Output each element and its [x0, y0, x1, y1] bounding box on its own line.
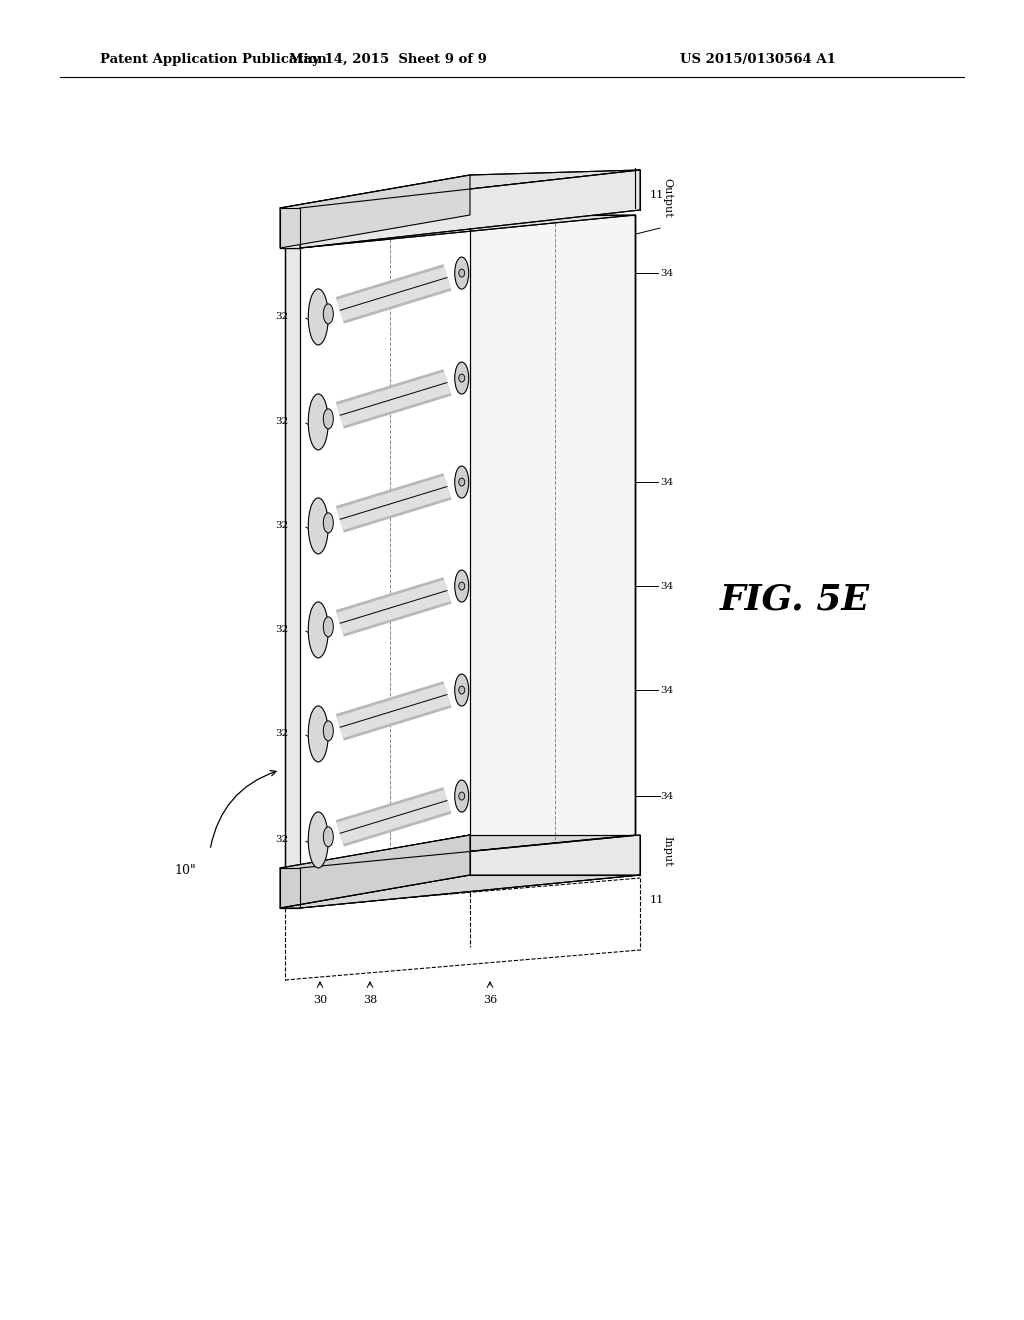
- Ellipse shape: [455, 780, 469, 812]
- Ellipse shape: [308, 498, 329, 554]
- Text: Input: Input: [662, 836, 672, 867]
- Polygon shape: [280, 170, 640, 209]
- Text: FIG. 5E: FIG. 5E: [720, 583, 870, 616]
- Text: 32: 32: [275, 730, 289, 738]
- Polygon shape: [280, 176, 470, 248]
- Text: 36: 36: [483, 995, 497, 1005]
- Polygon shape: [285, 836, 635, 869]
- Ellipse shape: [324, 826, 334, 847]
- Ellipse shape: [308, 289, 329, 345]
- Polygon shape: [280, 836, 470, 908]
- Ellipse shape: [455, 675, 469, 706]
- Text: 30: 30: [313, 995, 327, 1005]
- Text: May 14, 2015  Sheet 9 of 9: May 14, 2015 Sheet 9 of 9: [289, 54, 487, 66]
- Text: 34: 34: [660, 268, 673, 277]
- Text: 32: 32: [275, 313, 289, 322]
- Ellipse shape: [459, 478, 465, 486]
- Ellipse shape: [459, 269, 465, 277]
- Polygon shape: [300, 170, 640, 248]
- Polygon shape: [470, 215, 635, 836]
- Polygon shape: [285, 215, 635, 248]
- Ellipse shape: [459, 374, 465, 381]
- Polygon shape: [280, 209, 300, 248]
- Text: 32: 32: [275, 626, 289, 635]
- Text: 32: 32: [275, 417, 289, 426]
- Ellipse shape: [459, 792, 465, 800]
- Text: 10": 10": [174, 863, 196, 876]
- Text: US 2015/0130564 A1: US 2015/0130564 A1: [680, 54, 836, 66]
- Ellipse shape: [308, 602, 329, 657]
- Ellipse shape: [324, 513, 334, 533]
- Ellipse shape: [308, 706, 329, 762]
- Polygon shape: [300, 836, 640, 908]
- Text: 38: 38: [362, 995, 377, 1005]
- Text: Patent Application Publication: Patent Application Publication: [100, 54, 327, 66]
- Text: 34: 34: [660, 792, 673, 800]
- Ellipse shape: [308, 812, 329, 869]
- Ellipse shape: [324, 616, 334, 636]
- Text: 34: 34: [660, 685, 673, 694]
- Polygon shape: [280, 869, 300, 908]
- Ellipse shape: [455, 570, 469, 602]
- Ellipse shape: [324, 304, 334, 323]
- Ellipse shape: [308, 393, 329, 450]
- Text: 34: 34: [660, 582, 673, 590]
- Ellipse shape: [324, 721, 334, 741]
- Ellipse shape: [459, 686, 465, 694]
- Ellipse shape: [459, 582, 465, 590]
- Ellipse shape: [455, 362, 469, 395]
- Ellipse shape: [324, 409, 334, 429]
- Text: 11: 11: [650, 190, 665, 201]
- Text: 34: 34: [660, 478, 673, 487]
- Text: 32: 32: [275, 521, 289, 531]
- Polygon shape: [285, 248, 300, 869]
- Text: Output: Output: [662, 178, 672, 218]
- Polygon shape: [280, 875, 640, 908]
- Text: 32: 32: [275, 836, 289, 845]
- Ellipse shape: [455, 257, 469, 289]
- Text: 11: 11: [650, 895, 665, 906]
- Ellipse shape: [455, 466, 469, 498]
